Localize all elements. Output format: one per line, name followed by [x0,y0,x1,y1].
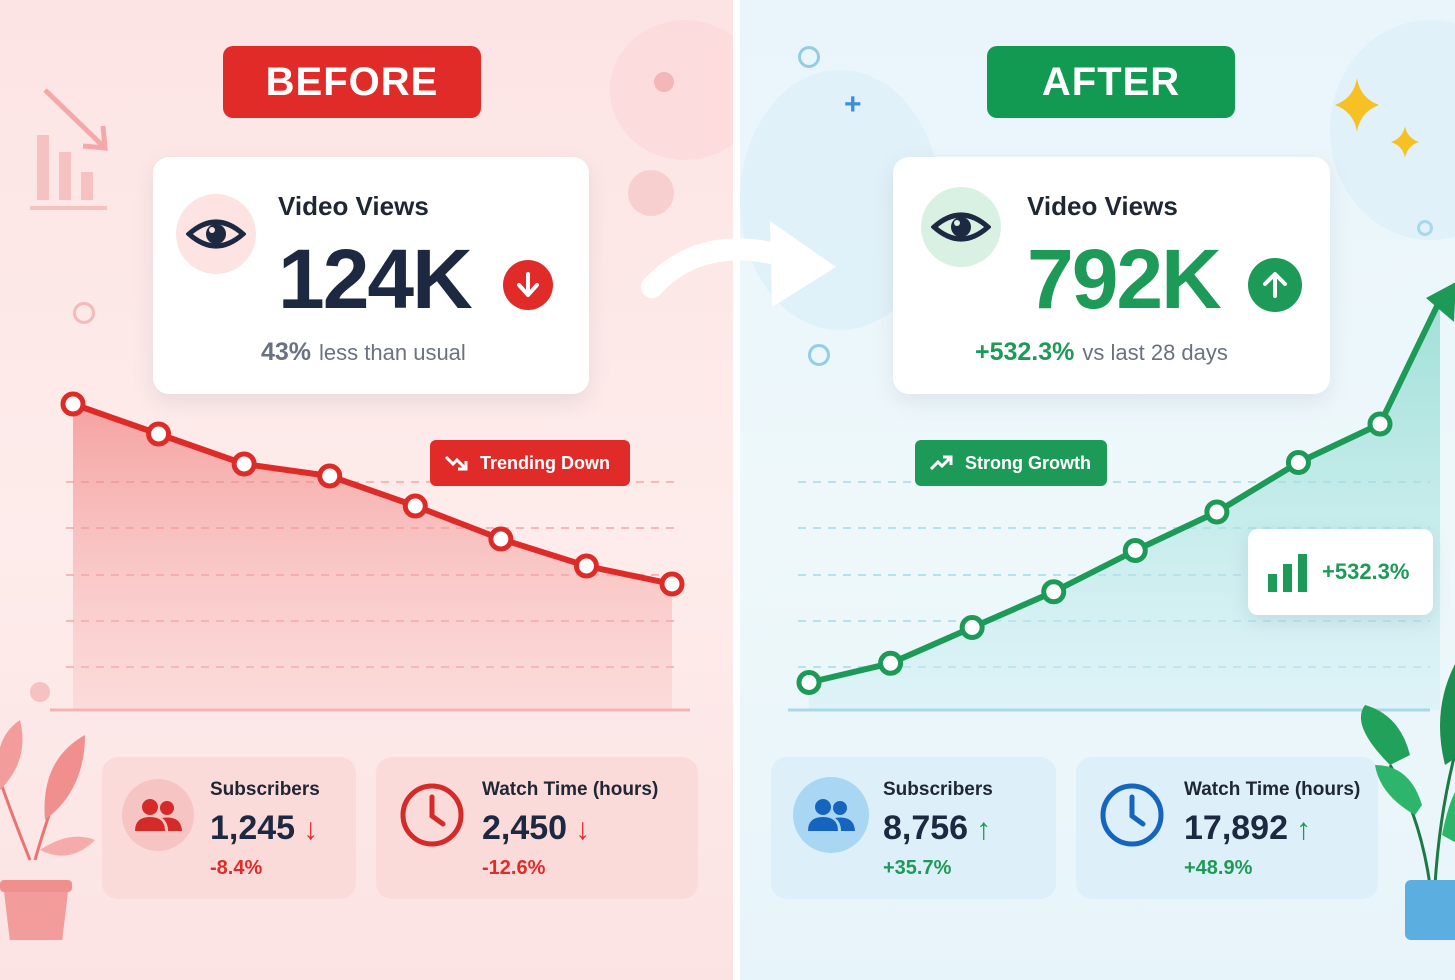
stat-value: 1,245 ↓ [210,809,318,848]
views-percent: 43% [261,338,312,366]
video-views-card: Video Views 792K +532.3% vs last 28 days [893,157,1330,394]
data-point [796,670,822,695]
plant-icon [1360,664,1455,940]
area-fill [73,404,672,710]
data-point [878,650,904,676]
card-title: Video Views [1027,191,1178,221]
stat-change: +48.9% [1184,857,1253,879]
stat-value: 8,756 ↑ [883,809,991,848]
after-views-chart [788,282,1455,712]
after-label: AFTER [987,46,1235,118]
transition-arrow-icon [641,221,836,307]
data-point [1285,450,1311,475]
views-comparison-text: vs last 28 days [1082,340,1228,365]
growth-chip: +532.3% [1248,529,1433,615]
views-comparison: 43% less than usual [261,338,466,367]
data-point [573,553,599,579]
before-views-chart [50,391,690,712]
data-point [488,526,514,552]
arrow-up-icon: ↑ [976,813,992,846]
stat-label: Subscribers [210,779,320,800]
data-point [60,391,86,417]
decor-blob [610,20,733,160]
views-comparison-text: less than usual [319,340,466,365]
data-point [1122,538,1148,563]
badge-label: Strong Growth [965,452,1091,473]
after-panel: + AFTER Video Views 792K +532.3% vs last … [740,0,1455,980]
data-point [1041,579,1067,605]
stat-change: +35.7% [883,857,952,879]
strong-growth-badge: Strong Growth [915,440,1107,486]
series-line [70,401,675,587]
arrow-down-icon: ↓ [303,813,319,846]
stat-change: -8.4% [210,857,263,879]
panel-divider [733,0,740,980]
growth-chip-value: +532.3% [1322,559,1410,584]
decor-ring [73,302,95,324]
decor-ring [1417,220,1433,236]
views-value: 792K [1027,232,1222,326]
watch-time-stat: Watch Time (hours) 2,450 ↓ -12.6% [376,757,698,899]
plant-icon [0,682,95,940]
arrow-down-icon: ↓ [575,813,591,846]
data-point [231,451,257,477]
stat-value: 17,892 ↑ [1184,809,1311,848]
arrow-down-icon [503,260,553,310]
data-point [1367,411,1393,437]
views-percent: +532.3% [975,338,1075,366]
data-point [146,421,172,447]
eye-icon [176,194,256,274]
people-icon [122,779,194,851]
trend-arrowhead [1426,282,1455,322]
trend-up-icon [929,455,953,471]
decor-circle [628,170,674,216]
data-point [402,493,428,519]
badge-label: Trending Down [480,452,610,473]
sparkle-icon [1335,78,1419,158]
stat-number: 2,450 [482,809,568,847]
bar-chart-icon [1268,554,1307,592]
decor-circle [654,72,674,92]
trending-down-badge: Trending Down [430,440,630,486]
clock-icon [396,779,468,851]
subscribers-stat: Subscribers 1,245 ↓ -8.4% [102,757,356,899]
arrow-up-icon [1248,258,1302,312]
data-point [659,571,685,597]
data-point [1204,499,1230,525]
data-point [317,463,343,489]
eye-icon [921,187,1001,267]
area-fill [809,300,1440,710]
stat-value: 2,450 ↓ [482,809,590,848]
stat-label: Watch Time (hours) [1184,779,1361,800]
stat-change: -12.6% [482,857,546,879]
falling-chart-icon [30,88,108,210]
clock-icon [1096,779,1168,851]
stat-label: Subscribers [883,779,993,800]
plus-icon: + [844,88,862,121]
stat-number: 8,756 [883,809,969,847]
before-panel: BEFORE Video Views 124K 43% less than usu… [0,0,733,980]
decor-ring [798,46,820,68]
views-value: 124K [278,232,473,326]
stat-number: 1,245 [210,809,296,847]
arrow-up-icon: ↑ [1296,813,1311,846]
stat-number: 17,892 [1184,809,1288,847]
people-icon [793,777,869,853]
watch-time-stat: Watch Time (hours) 17,892 ↑ +48.9% [1076,757,1378,899]
decor-ring [808,344,830,366]
stat-label: Watch Time (hours) [482,779,659,800]
data-point [959,615,985,640]
subscribers-stat: Subscribers 8,756 ↑ +35.7% [771,757,1056,899]
trend-down-icon [444,455,468,471]
video-views-card: Video Views 124K 43% less than usual [153,157,589,394]
card-title: Video Views [278,191,429,221]
views-comparison: +532.3% vs last 28 days [975,338,1228,367]
before-label: BEFORE [223,46,481,118]
